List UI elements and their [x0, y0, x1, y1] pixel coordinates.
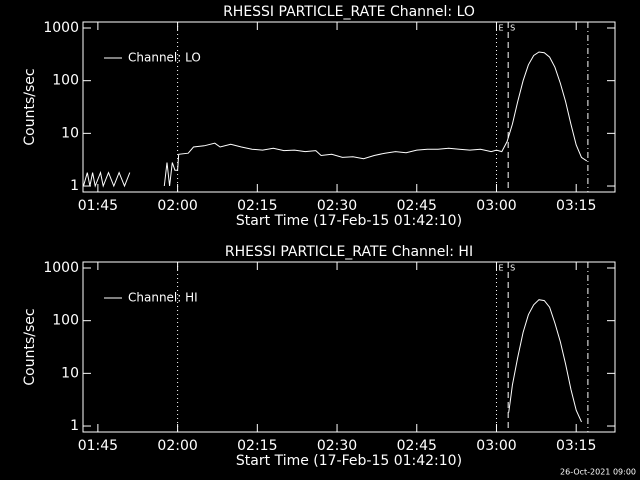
x-tick-label: 02:45	[397, 438, 437, 454]
y-tick-label: 100	[52, 313, 79, 329]
x-tick-label: 02:00	[157, 438, 197, 454]
series-line	[508, 299, 582, 423]
x-tick-label: 02:45	[397, 198, 437, 214]
legend-label: Channel: HI	[128, 291, 198, 305]
series-line	[83, 51, 588, 188]
y-tick-label: 100	[52, 73, 79, 89]
chart-title: RHESSI PARTICLE_RATE Channel: LO	[223, 4, 475, 20]
chart-title: RHESSI PARTICLE_RATE Channel: HI	[225, 244, 473, 260]
y-tick-label: 1	[70, 418, 79, 434]
footer: 26-Oct-2021 09:00	[560, 468, 636, 477]
x-tick-label: 02:00	[157, 198, 197, 214]
x-tick-label: 02:15	[237, 438, 277, 454]
y-axis-title: Counts/sec	[22, 68, 38, 145]
x-tick-label: 03:00	[476, 198, 516, 214]
x-tick-label: 03:00	[476, 438, 516, 454]
y-tick-label: 1000	[43, 260, 79, 276]
marker-label: S	[510, 264, 515, 273]
plot-frame	[82, 21, 616, 193]
marker-label: S	[510, 24, 515, 33]
y-tick-label: 1	[70, 178, 79, 194]
marker-label: E	[498, 264, 503, 273]
y-tick-label: 10	[61, 365, 79, 381]
x-tick-label: 02:30	[317, 438, 357, 454]
x-axis-title: Start Time (17-Feb-15 01:42:10)	[236, 213, 462, 229]
y-axis-title: Counts/sec	[22, 308, 38, 385]
y-tick-label: 10	[61, 125, 79, 141]
plot-frame	[82, 261, 616, 433]
x-tick-label: 01:45	[78, 198, 118, 214]
x-tick-label: 01:45	[78, 438, 118, 454]
x-axis-title: Start Time (17-Feb-15 01:42:10)	[236, 453, 462, 469]
marker-label: E	[498, 24, 503, 33]
legend-label: Channel: LO	[128, 51, 201, 65]
x-tick-label: 03:15	[556, 198, 596, 214]
x-tick-label: 02:30	[317, 198, 357, 214]
x-tick-label: 03:15	[556, 438, 596, 454]
y-tick-label: 1000	[43, 20, 79, 36]
x-tick-label: 02:15	[237, 198, 277, 214]
